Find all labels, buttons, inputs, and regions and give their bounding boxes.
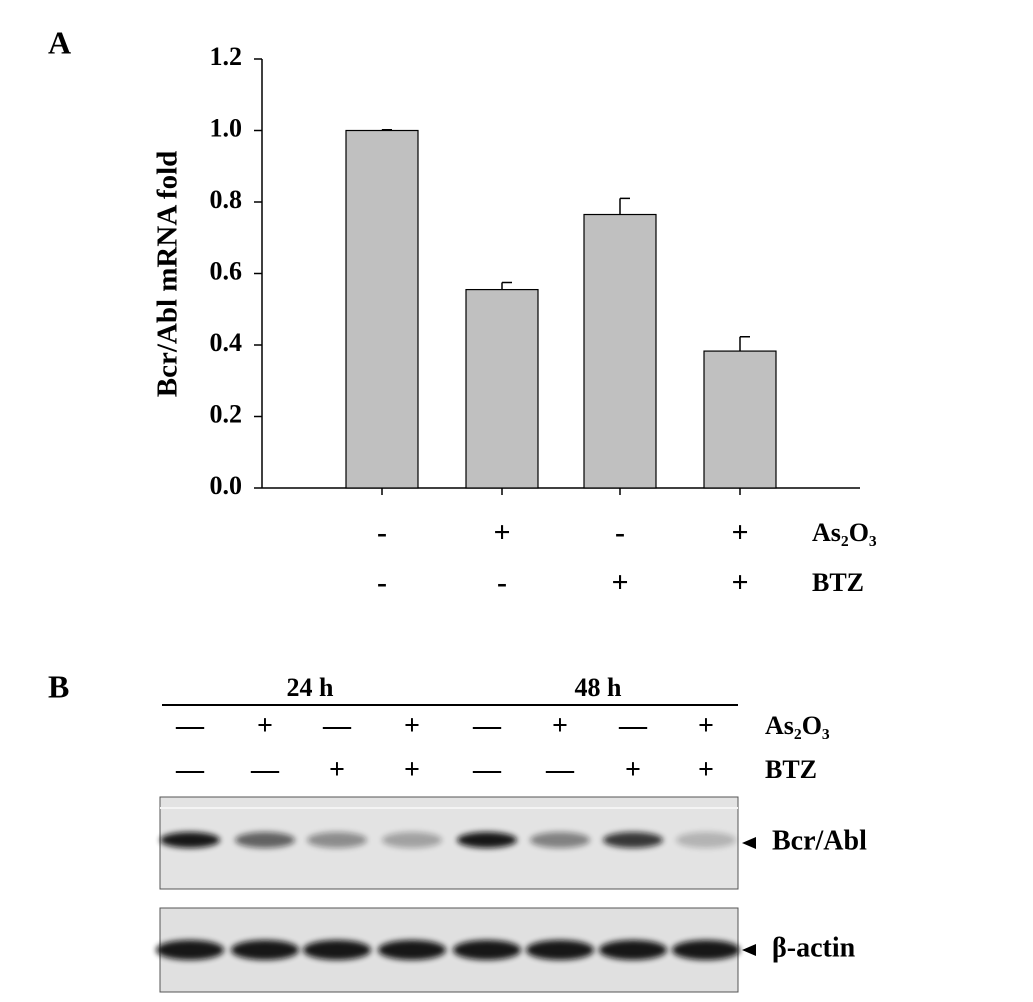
treatment-mark: — xyxy=(322,710,352,741)
error-bar xyxy=(619,197,630,215)
treatment-mark: + xyxy=(404,710,420,741)
panel-label: A xyxy=(48,24,71,60)
y-tick-label: 0.8 xyxy=(210,185,243,214)
band xyxy=(235,832,295,848)
y-tick-label: 1.0 xyxy=(210,113,243,142)
band xyxy=(526,940,594,960)
treatment-mark: + xyxy=(611,566,628,599)
band xyxy=(530,832,590,848)
y-tick-label: 1.2 xyxy=(210,42,243,71)
treatment-mark: — xyxy=(250,754,280,785)
band xyxy=(160,832,220,848)
treatment-mark: + xyxy=(625,754,641,785)
band xyxy=(231,940,299,960)
time-label: 48 h xyxy=(575,673,623,702)
band xyxy=(599,940,667,960)
treatment-name: BTZ xyxy=(812,568,864,597)
bar xyxy=(703,350,777,489)
treatment-mark: — xyxy=(618,710,648,741)
treatment-name: As₂O₃ xyxy=(765,711,830,740)
band xyxy=(378,940,446,960)
treatment-mark: + xyxy=(698,710,714,741)
treatment-mark: + xyxy=(404,754,420,785)
band xyxy=(676,832,736,848)
treatment-mark: - xyxy=(377,566,387,599)
error-bar xyxy=(381,129,392,131)
treatment-mark: — xyxy=(175,754,205,785)
treatment-mark: — xyxy=(175,710,205,741)
treatment-mark: + xyxy=(731,566,748,599)
treatment-mark: + xyxy=(731,516,748,549)
y-tick-label: 0.4 xyxy=(210,328,243,357)
treatment-mark: + xyxy=(493,516,510,549)
treatment-mark: — xyxy=(545,754,575,785)
treatment-mark: - xyxy=(377,516,387,549)
bar xyxy=(465,288,539,489)
error-bar xyxy=(739,336,750,352)
blot xyxy=(156,704,756,993)
band-label: β-actin xyxy=(772,932,856,963)
treatment-mark: - xyxy=(497,566,507,599)
band xyxy=(457,832,517,848)
y-axis-label: Bcr/Abl mRNA fold xyxy=(152,151,184,398)
arrowhead xyxy=(742,944,756,956)
band xyxy=(156,940,224,960)
treatment-mark: + xyxy=(329,754,345,785)
band xyxy=(382,832,442,848)
panel-label: B xyxy=(48,668,69,704)
band xyxy=(453,940,521,960)
bar xyxy=(345,129,419,489)
band xyxy=(307,832,367,848)
y-tick-label: 0.6 xyxy=(210,256,243,285)
treatment-mark: + xyxy=(698,754,714,785)
band-label: Bcr/Abl xyxy=(772,825,867,856)
treatment-mark: + xyxy=(552,710,568,741)
bar xyxy=(583,213,657,489)
y-tick-label: 0.2 xyxy=(210,399,243,428)
band xyxy=(603,832,663,848)
error-bar xyxy=(501,281,512,290)
band xyxy=(672,940,740,960)
band xyxy=(303,940,371,960)
treatment-mark: - xyxy=(615,516,625,549)
treatment-mark: — xyxy=(472,754,502,785)
treatment-mark: — xyxy=(472,710,502,741)
time-label: 24 h xyxy=(287,673,335,702)
treatment-name: As₂O₃ xyxy=(812,518,877,547)
arrowhead xyxy=(742,837,756,849)
treatment-name: BTZ xyxy=(765,755,817,784)
y-tick-label: 0.0 xyxy=(210,471,243,500)
treatment-mark: + xyxy=(257,710,273,741)
